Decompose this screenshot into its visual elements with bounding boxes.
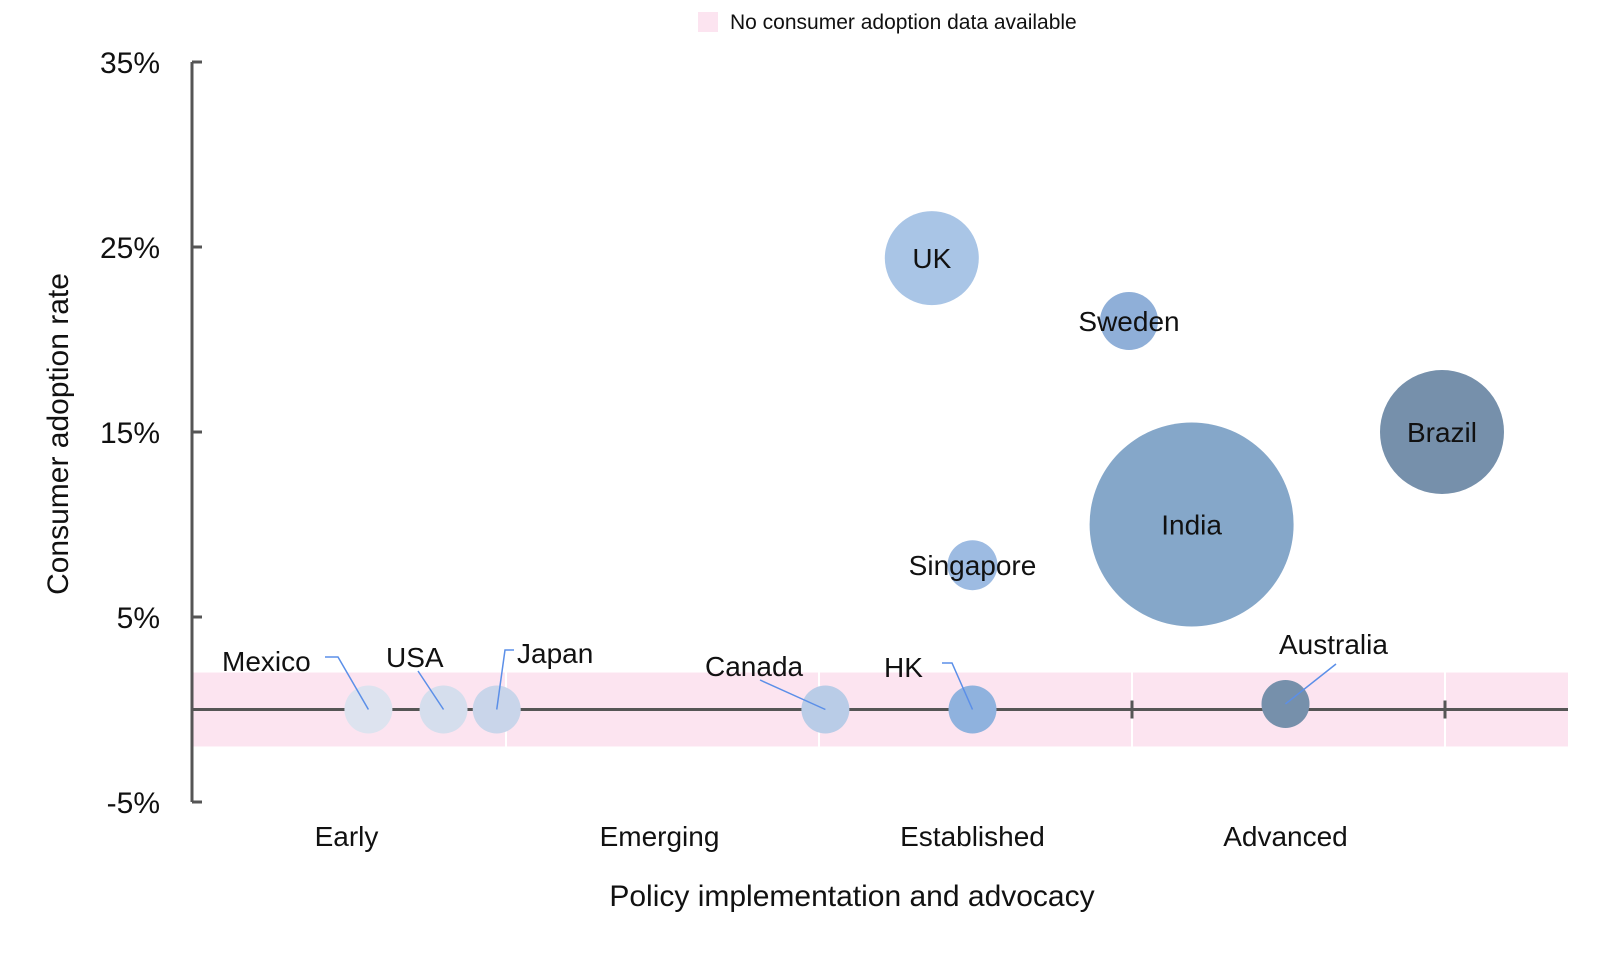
x-axis-title: Policy implementation and advocacy xyxy=(609,880,1094,913)
axes: 35% 25% 15% 5% -5% Early Emerging Established Ad… xyxy=(100,47,1568,852)
y-axis-title: Consumer adoption rate xyxy=(42,273,75,595)
x-category-label: Early xyxy=(315,821,379,852)
bubble-label: Canada xyxy=(705,651,804,682)
legend-swatch xyxy=(698,12,718,32)
x-category-label: Established xyxy=(900,821,1045,852)
legend-label: No consumer adoption data available xyxy=(730,11,1077,34)
y-tick-label: 35% xyxy=(100,47,160,80)
bubble-label: HK xyxy=(884,652,923,683)
leader-line xyxy=(495,649,514,710)
bubble-label: India xyxy=(1161,510,1222,541)
legend: No consumer adoption data available xyxy=(698,11,1077,34)
y-tick-label: 15% xyxy=(100,417,160,450)
leader-line xyxy=(759,679,826,711)
bubble-label: Australia xyxy=(1279,629,1388,660)
bubble-singapore xyxy=(947,540,998,591)
bubble-labels: Mexico USA Japan Canada HK Australia UK Sweden S… xyxy=(222,243,1477,711)
bubble-uk xyxy=(884,211,979,306)
x-category-label: Emerging xyxy=(600,821,720,852)
bubble-india xyxy=(1089,422,1294,627)
bubble-sweden xyxy=(1100,292,1158,350)
x-category-label: Advanced xyxy=(1223,821,1348,852)
bubble-brazil xyxy=(1380,370,1504,494)
leader-line xyxy=(1285,663,1337,705)
bubble-label: Sweden xyxy=(1078,306,1179,337)
bubble-label: UK xyxy=(912,243,951,274)
bubble-label: Brazil xyxy=(1407,417,1477,448)
bubble-label: Mexico xyxy=(222,646,311,677)
y-tick-label: -5% xyxy=(107,787,160,820)
leader-line xyxy=(942,662,974,710)
bubble-label: USA xyxy=(386,642,444,673)
bubble-label: Japan xyxy=(517,638,593,669)
y-tick-label: 5% xyxy=(117,602,160,635)
leader-line xyxy=(417,670,445,710)
y-tick-label: 25% xyxy=(100,232,160,265)
leader-line xyxy=(325,656,370,710)
bubble-label: Singapore xyxy=(909,550,1037,581)
